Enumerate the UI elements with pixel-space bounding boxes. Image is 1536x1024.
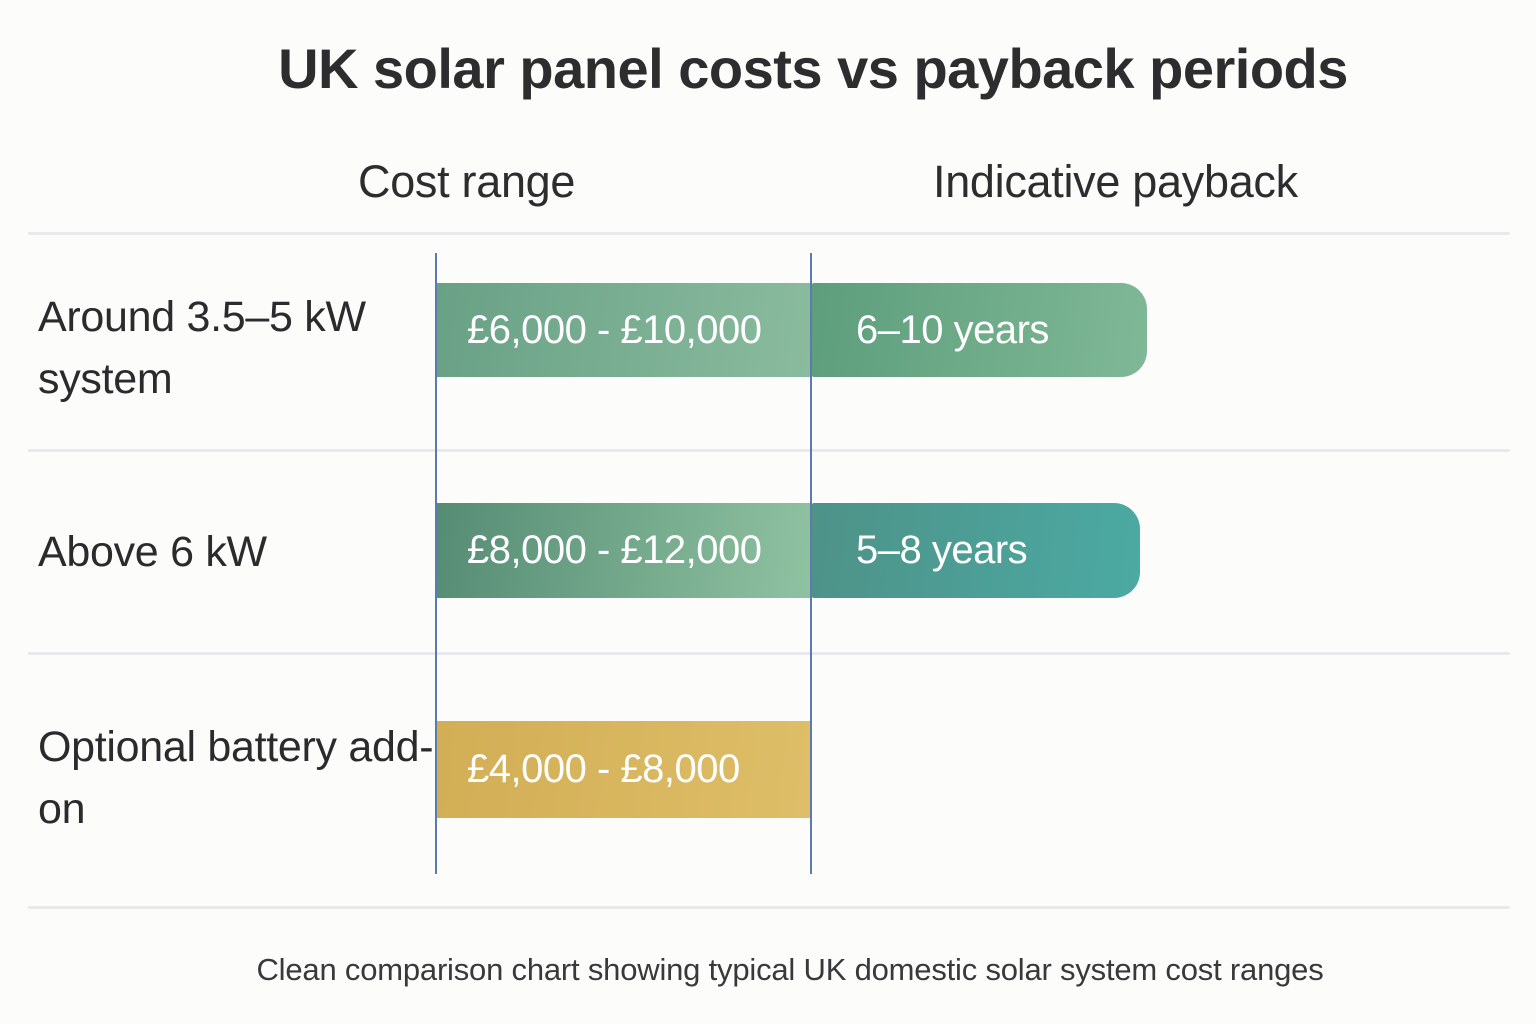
row-divider bbox=[28, 906, 1510, 909]
column-gridline-left bbox=[435, 253, 437, 874]
cost-bar-above-6kw: £8,000 - £12,000 bbox=[437, 503, 810, 598]
payback-bar-above-6kw: 5–8 years bbox=[812, 503, 1140, 598]
column-header-indicative-payback: Indicative payback bbox=[933, 156, 1298, 207]
cost-value: £6,000 - £10,000 bbox=[467, 307, 762, 352]
payback-value: 6–10 years bbox=[856, 307, 1049, 352]
row-label-system-3-5-5kw: Around 3.5–5 kW system bbox=[38, 293, 366, 403]
cost-value: £4,000 - £8,000 bbox=[467, 747, 740, 791]
column-header-cost-range: Cost range bbox=[358, 156, 576, 207]
chart-caption: Clean comparison chart showing typical U… bbox=[256, 952, 1324, 987]
column-gridline-right bbox=[810, 253, 812, 874]
cost-bar-3-5-5kw: £6,000 - £10,000 bbox=[437, 283, 810, 377]
row-divider bbox=[28, 652, 1510, 655]
chart-title: UK solar panel costs vs payback periods bbox=[278, 37, 1348, 100]
row-label-above-6kw: Above 6 kW bbox=[38, 528, 267, 576]
row-label-battery-addon: Optional battery add-on bbox=[38, 723, 434, 833]
payback-value: 5–8 years bbox=[856, 528, 1028, 572]
row-divider bbox=[28, 449, 1510, 452]
payback-bar-3-5-5kw: 6–10 years bbox=[812, 283, 1147, 377]
cost-value: £8,000 - £12,000 bbox=[467, 528, 762, 572]
cost-bar-battery-addon: £4,000 - £8,000 bbox=[437, 721, 810, 818]
row-divider bbox=[28, 232, 1510, 235]
